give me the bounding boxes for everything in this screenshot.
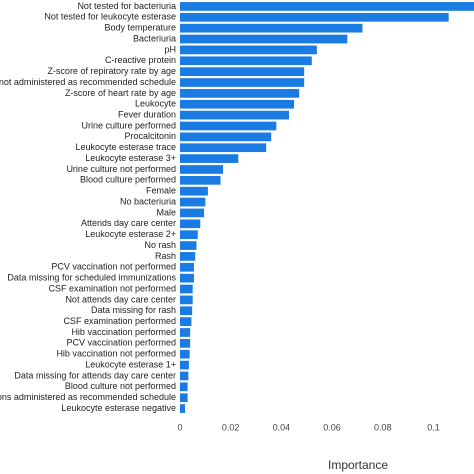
bar bbox=[180, 371, 189, 381]
y-tick-label: PCV vaccination performed bbox=[66, 338, 176, 348]
y-tick-label: Blood culture not performed bbox=[65, 381, 176, 391]
bar bbox=[180, 339, 191, 348]
y-tick-label: Fever duration bbox=[118, 109, 176, 119]
y-tick-label: Hib vaccination not performed bbox=[56, 349, 176, 359]
x-tick-label: 0.02 bbox=[222, 422, 240, 432]
bar bbox=[180, 284, 193, 294]
y-tick-label: Not tested for bacteriuria bbox=[77, 1, 176, 11]
bar bbox=[180, 197, 206, 207]
y-tick-label: PCV vaccination not performed bbox=[51, 262, 176, 272]
bar bbox=[180, 404, 186, 413]
y-tick-label: Data missing for attends day care center bbox=[14, 370, 176, 380]
y-tick-label: Not attends day care center bbox=[65, 294, 176, 304]
bar bbox=[180, 219, 201, 229]
bar bbox=[180, 110, 289, 120]
y-tick-label: Bacteriuria bbox=[133, 33, 176, 43]
y-tick-label: Data missing for scheduled immunizations bbox=[7, 273, 176, 283]
y-tick-label: Body temperature bbox=[104, 23, 176, 33]
bar bbox=[180, 165, 224, 174]
y-tick-label: Not tested for leukocyte esterase bbox=[44, 12, 176, 22]
y-tick-label: Leukocyte esterase negative bbox=[61, 403, 176, 413]
y-tick-label: CSF examination not performed bbox=[48, 283, 176, 293]
bar bbox=[180, 252, 196, 261]
y-tick-label: No rash bbox=[144, 240, 176, 250]
y-tick-label: pH bbox=[164, 44, 176, 54]
y-tick-label: Urine culture not performed bbox=[66, 164, 176, 174]
y-tick-label: not administered as recommended schedule bbox=[0, 77, 176, 87]
y-tick-label: Urine culture performed bbox=[81, 120, 176, 130]
y-tick-label: Leukocyte esterase 1+ bbox=[85, 359, 176, 369]
bar bbox=[180, 89, 300, 98]
y-tick-label: Z-score of heart rate by age bbox=[65, 88, 176, 98]
bar bbox=[180, 45, 317, 55]
bar bbox=[180, 56, 312, 66]
y-tick-label: Leukocyte esterase 3+ bbox=[85, 153, 176, 163]
y-tick-label: Female bbox=[146, 186, 176, 196]
y-tick-label: Blood culture performed bbox=[80, 175, 176, 185]
bar bbox=[180, 349, 190, 359]
y-tick-label: Procalcitonin bbox=[124, 131, 176, 141]
y-tick-label: Hib vaccination performed bbox=[71, 327, 176, 337]
bar bbox=[180, 154, 239, 163]
y-tick-label: Z-score of repiratory rate by age bbox=[47, 66, 176, 76]
bar bbox=[180, 23, 363, 33]
bar bbox=[180, 78, 305, 87]
x-tick-label: 0.08 bbox=[374, 422, 392, 432]
bar bbox=[180, 262, 194, 272]
bar bbox=[180, 393, 188, 403]
x-axis-label: Importance bbox=[328, 458, 388, 472]
bar bbox=[180, 99, 295, 109]
y-tick-label: C-reactive protein bbox=[105, 55, 176, 65]
bar bbox=[180, 208, 205, 218]
bar bbox=[180, 143, 267, 153]
bar bbox=[180, 306, 193, 316]
bar bbox=[180, 186, 208, 196]
y-tick-label: Leukocyte esterase 2+ bbox=[85, 229, 176, 239]
x-tick-label: 0.06 bbox=[323, 422, 341, 432]
y-tick-label: Attends day care center bbox=[81, 218, 176, 228]
y-tick-label: Leukocyte bbox=[135, 99, 176, 109]
bar bbox=[180, 317, 192, 326]
x-tick-label: 0.04 bbox=[273, 422, 291, 432]
y-tick-label: ons administered as recommended schedule bbox=[0, 392, 176, 402]
y-tick-label: CSF examination performed bbox=[63, 316, 176, 326]
x-tick-label: 0 bbox=[177, 422, 182, 432]
bar bbox=[180, 241, 197, 250]
bar bbox=[180, 273, 194, 283]
bar bbox=[180, 295, 193, 305]
y-tick-label: Rash bbox=[155, 251, 176, 261]
bar bbox=[180, 360, 189, 370]
y-tick-label: Male bbox=[156, 207, 176, 217]
y-tick-label: Data missing for rash bbox=[91, 305, 176, 315]
bar bbox=[180, 230, 198, 240]
bar bbox=[180, 382, 188, 392]
bar bbox=[180, 328, 191, 337]
bar bbox=[180, 67, 305, 76]
bar bbox=[180, 175, 221, 185]
bar bbox=[180, 132, 272, 142]
y-tick-label: No bacteriuria bbox=[120, 196, 176, 206]
bar bbox=[180, 34, 348, 44]
y-tick-label: Leukocyte esterase trace bbox=[75, 142, 176, 152]
bar bbox=[180, 12, 449, 22]
bar bbox=[180, 2, 474, 11]
x-tick-label: 0.1 bbox=[427, 422, 440, 432]
bar bbox=[180, 121, 277, 131]
